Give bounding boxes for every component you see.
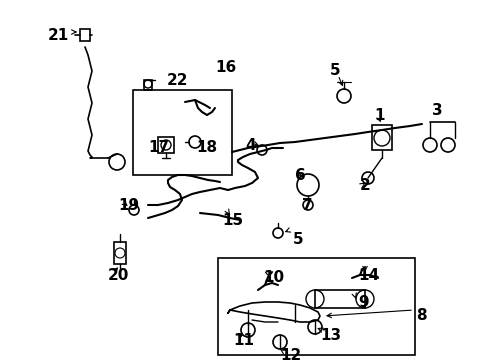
Text: 10: 10 (263, 270, 284, 285)
Text: 17: 17 (148, 140, 169, 155)
Bar (371, 125, 391, 150)
Text: 12: 12 (280, 348, 301, 360)
Text: 3: 3 (431, 103, 442, 118)
Bar (133, 90, 231, 175)
Text: 1: 1 (373, 108, 384, 123)
Bar (80, 29, 90, 41)
Text: 18: 18 (196, 140, 217, 155)
Bar (158, 137, 174, 153)
Text: 16: 16 (215, 60, 236, 75)
Bar (218, 258, 414, 355)
Text: 14: 14 (357, 268, 378, 283)
Text: 6: 6 (294, 168, 305, 183)
Text: 4: 4 (244, 138, 255, 153)
Text: 11: 11 (232, 333, 253, 348)
Text: 8: 8 (415, 308, 426, 323)
Text: 22: 22 (167, 73, 188, 88)
Bar (143, 80, 152, 90)
Text: 5: 5 (329, 63, 340, 78)
Bar (114, 242, 126, 264)
Text: 21: 21 (48, 28, 69, 43)
Text: 9: 9 (357, 295, 368, 310)
Text: 5: 5 (292, 232, 303, 247)
Text: 15: 15 (222, 213, 243, 228)
Text: 19: 19 (118, 198, 139, 213)
Text: 20: 20 (108, 268, 129, 283)
Text: 2: 2 (359, 178, 370, 193)
Bar (314, 290, 364, 308)
Text: 7: 7 (302, 198, 312, 213)
Text: 13: 13 (319, 328, 341, 343)
